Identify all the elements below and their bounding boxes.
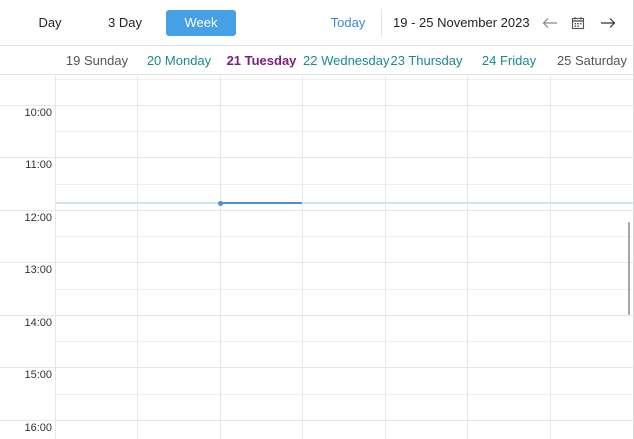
day-header-sunday[interactable]: 19 Sunday (65, 53, 129, 68)
column-divider (137, 76, 138, 439)
column-divider (55, 76, 56, 439)
column-divider (467, 76, 468, 439)
three-day-view-button[interactable]: 3 Day (108, 15, 142, 30)
time-label: 10:00 (24, 107, 52, 119)
hour-line (0, 262, 634, 263)
week-view-button[interactable]: Week (166, 10, 236, 36)
time-label: 13:00 (24, 264, 52, 276)
time-label: 11:00 (25, 159, 52, 171)
hour-line (0, 420, 634, 421)
day-header-tuesday-today[interactable]: 21 Tuesday (226, 53, 297, 68)
day-header-saturday[interactable]: 25 Saturday (556, 53, 628, 68)
day-header-monday[interactable]: 20 Monday (146, 53, 212, 68)
time-label: 15:00 (24, 369, 52, 381)
half-hour-line (56, 236, 634, 237)
half-hour-line (56, 289, 634, 290)
day-header-friday[interactable]: 24 Friday (481, 53, 537, 68)
time-label: 14:00 (24, 317, 52, 329)
day-header-row: 19 Sunday 20 Monday 21 Tuesday 22 Wednes… (0, 47, 634, 75)
arrow-right-icon[interactable] (596, 10, 620, 36)
calendar-icon[interactable] (566, 10, 590, 36)
hour-line (0, 157, 634, 158)
current-time-line (56, 202, 634, 204)
vertical-scrollbar[interactable] (628, 222, 630, 315)
time-label: 12:00 (24, 212, 52, 224)
hour-line (0, 105, 634, 106)
half-hour-line (56, 184, 634, 185)
calendar-toolbar: Day 3 Day Week Today 19 - 25 November 20… (0, 0, 634, 46)
arrow-left-icon[interactable] (538, 10, 562, 36)
hour-line (0, 210, 634, 211)
week-time-grid[interactable]: 10:00 11:00 12:00 13:00 14:00 15:00 16:0… (0, 76, 634, 439)
current-time-dot (218, 200, 223, 206)
day-header-wednesday[interactable]: 22 Wednesday (303, 53, 390, 68)
column-divider (302, 76, 303, 439)
day-header-thursday[interactable]: 23 Thursday (390, 53, 463, 68)
column-divider (385, 76, 386, 439)
hour-line (0, 315, 634, 316)
current-time-today-marker (220, 202, 302, 204)
half-hour-line (56, 341, 634, 342)
half-hour-line (56, 79, 634, 80)
today-button[interactable]: Today (330, 15, 366, 30)
column-divider (550, 76, 551, 439)
column-divider (220, 76, 221, 439)
half-hour-line (56, 394, 634, 395)
toolbar-divider (381, 9, 382, 37)
hour-line (0, 367, 634, 368)
date-range-label: 19 - 25 November 2023 (393, 15, 530, 30)
half-hour-line (56, 131, 634, 132)
day-view-button[interactable]: Day (38, 15, 62, 30)
time-label: 16:00 (24, 422, 52, 434)
